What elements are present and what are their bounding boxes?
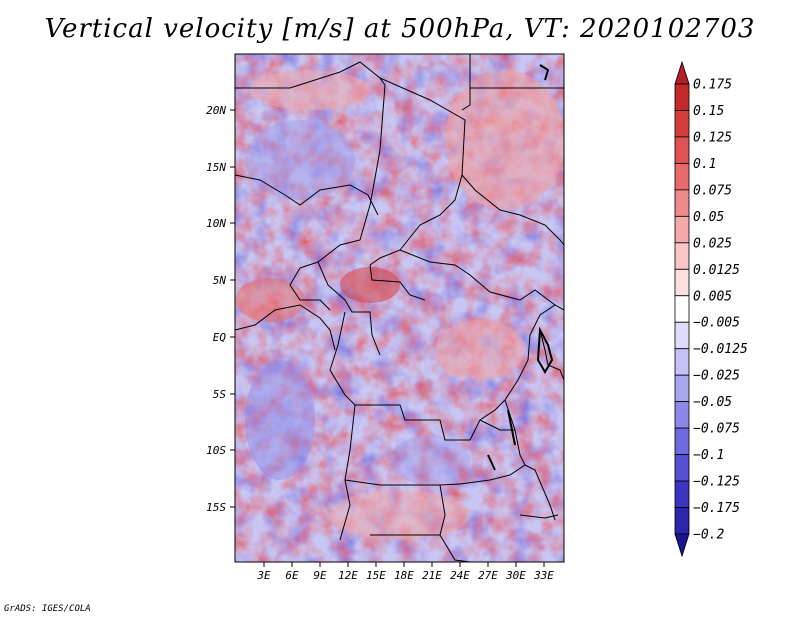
colorbar-band xyxy=(674,507,690,535)
colorbar-label: 0.1 xyxy=(693,157,716,172)
colorbar-band xyxy=(674,401,690,429)
colorbar-band xyxy=(674,242,690,270)
colorbar-band xyxy=(674,454,690,482)
colorbar-label: −0.005 xyxy=(693,316,740,331)
colorbar-label: −0.0125 xyxy=(693,342,748,357)
lat-label: 5N xyxy=(213,274,227,287)
colorbar-label: −0.1 xyxy=(693,448,724,463)
colorbar-band xyxy=(674,136,690,164)
country-borders xyxy=(235,54,564,562)
colorbar-label: −0.125 xyxy=(693,475,740,490)
lat-label: 10N xyxy=(206,217,226,230)
lon-label: 3E xyxy=(256,569,271,582)
lat-label: 10S xyxy=(206,444,226,457)
lat-label: 15N xyxy=(206,161,226,174)
colorbar: 0.175 0.15 0.125 0.1 0.075 0.05 0.025 0.0125 0.0… xyxy=(674,60,748,558)
colorbar-top-triangle xyxy=(674,60,690,85)
colorbar-label: 0.175 xyxy=(693,78,732,93)
lon-label: 30E xyxy=(505,569,526,582)
colorbar-band xyxy=(674,321,690,350)
colorbar-band xyxy=(674,427,690,455)
colorbar-label: −0.075 xyxy=(693,422,740,437)
colorbar-band xyxy=(674,189,690,217)
colorbar-label: 0.15 xyxy=(693,104,724,119)
colorbar-label: 0.125 xyxy=(693,130,732,145)
colorbar-label: 0.05 xyxy=(693,210,724,225)
lon-label: 21E xyxy=(422,569,442,582)
colorbar-label: −0.175 xyxy=(693,501,740,516)
colorbar-band xyxy=(674,295,690,323)
lon-label: 33E xyxy=(533,569,554,582)
colorbar-label: 0.005 xyxy=(693,289,732,304)
velocity-field xyxy=(235,54,564,562)
colorbar-band xyxy=(674,110,690,138)
plot-frame xyxy=(234,53,565,563)
colorbar-band xyxy=(674,215,690,244)
lon-label: 24E xyxy=(450,569,470,582)
lakes xyxy=(487,64,554,471)
lon-label: 12E xyxy=(338,569,358,582)
lat-label: 15S xyxy=(206,501,226,514)
colorbar-band xyxy=(674,268,690,297)
lat-label: 5S xyxy=(213,388,227,401)
colorbar-band xyxy=(674,163,690,191)
lon-axis: 3E 6E 9E 12E 15E 18E 21E 24E 27E 30E 33E xyxy=(256,562,554,582)
lon-label: 27E xyxy=(478,569,498,582)
colorbar-label: −0.025 xyxy=(693,369,740,384)
lon-label: 15E xyxy=(366,569,386,582)
lat-axis: 20N 15N 10N 5N EQ 5S 10S 15S xyxy=(206,104,235,514)
colorbar-band xyxy=(674,83,690,111)
lat-label: 20N xyxy=(206,104,226,117)
chart-title: Vertical velocity [m/s] at 500hPa, VT: 2… xyxy=(44,14,756,44)
grads-credit: GrADS: IGES/COLA xyxy=(4,604,91,614)
lon-label: 18E xyxy=(394,569,414,582)
colorbar-band xyxy=(674,374,690,403)
lon-label: 9E xyxy=(313,569,327,582)
lat-label: EQ xyxy=(213,331,227,344)
colorbar-label: 0.075 xyxy=(693,183,732,198)
colorbar-label: 0.025 xyxy=(693,236,732,251)
colorbar-label: −0.2 xyxy=(693,528,724,543)
colorbar-band xyxy=(674,480,690,508)
lon-label: 6E xyxy=(285,569,299,582)
colorbar-label: −0.05 xyxy=(693,395,732,410)
colorbar-label: 0.0125 xyxy=(693,263,740,278)
colorbar-band xyxy=(674,348,690,376)
colorbar-bottom-triangle xyxy=(674,533,690,558)
